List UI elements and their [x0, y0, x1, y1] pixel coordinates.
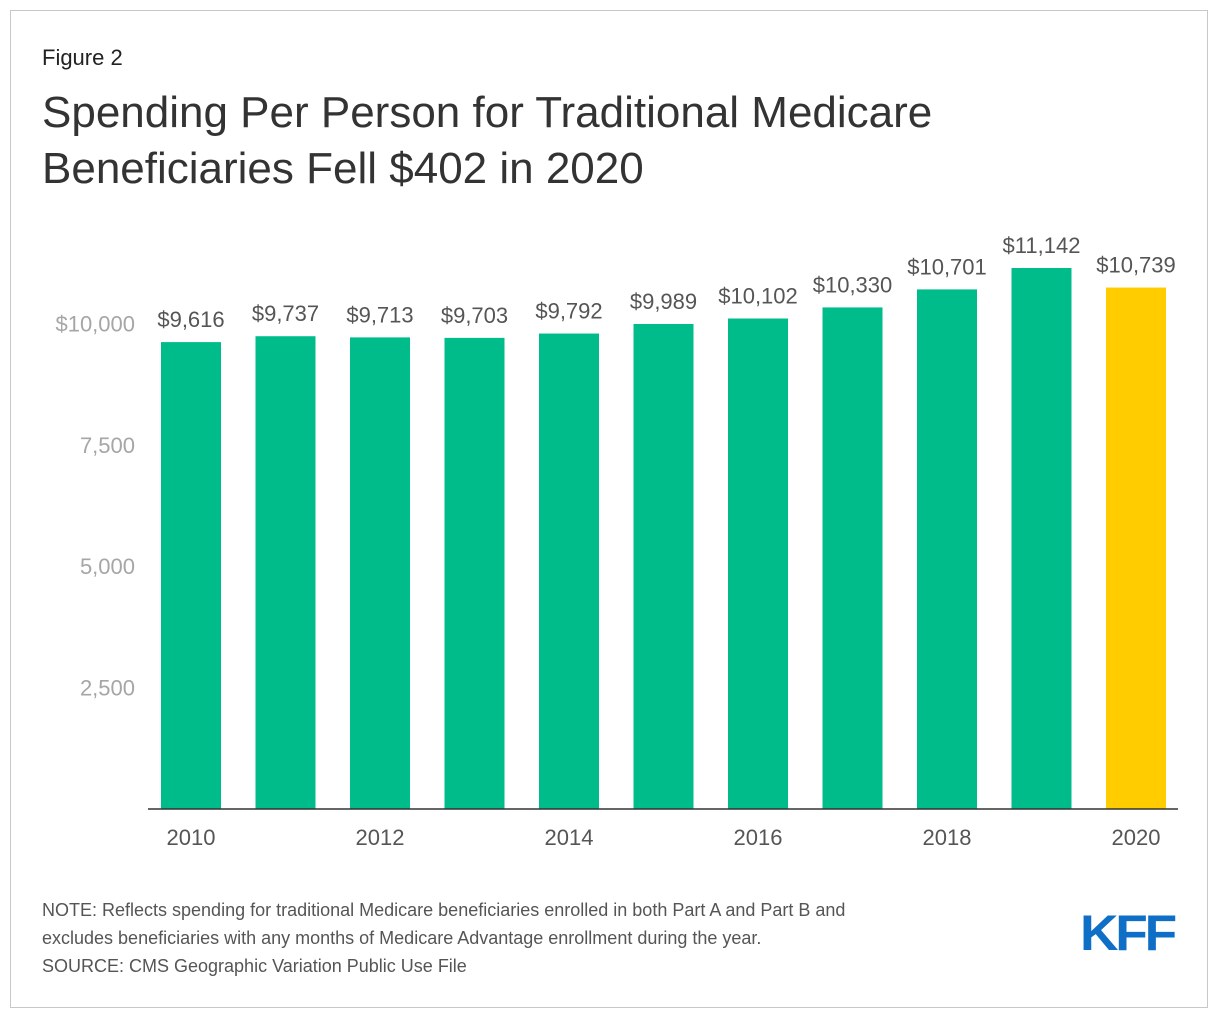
y-tick-label: 7,500 [80, 433, 135, 458]
note-line-1: NOTE: Reflects spending for traditional … [42, 900, 846, 920]
data-label: $9,737 [252, 301, 319, 326]
data-label: $10,102 [718, 283, 798, 308]
x-tick-label: 2018 [923, 825, 972, 850]
data-label: $10,330 [813, 272, 893, 297]
bar [539, 333, 599, 809]
source-line: SOURCE: CMS Geographic Variation Public … [42, 956, 467, 976]
y-tick-label: 5,000 [80, 554, 135, 579]
chart-title: Spending Per Person for Traditional Medi… [42, 85, 1142, 197]
chart-title-line-1: Spending Per Person for Traditional Medi… [42, 88, 933, 137]
bar [1106, 287, 1166, 810]
bar [1011, 268, 1072, 809]
bar [161, 342, 221, 809]
bar [633, 323, 694, 809]
data-label: $10,739 [1096, 253, 1176, 278]
chart-title-line-2: Beneficiaries Fell $402 in 2020 [42, 144, 644, 193]
bar [444, 337, 505, 809]
x-tick-label: 2010 [167, 825, 216, 850]
kff-logo: KFF [1080, 905, 1179, 961]
svg-text:KFF: KFF [1080, 908, 1176, 956]
y-tick-label: $10,000 [55, 311, 135, 336]
data-label: $9,616 [157, 307, 224, 332]
bar [728, 318, 788, 809]
chart-notes: NOTE: Reflects spending for traditional … [42, 896, 1042, 980]
bar-chart: 2,500 5,000 7,500 $10,000 $9,616 2010 $9,737 $9… [55, 233, 1178, 850]
y-tick-label: 2,500 [80, 676, 135, 701]
note-line-2: excludes beneficiaries with any months o… [42, 928, 762, 948]
data-label: $9,792 [535, 299, 602, 324]
data-label: $11,142 [1003, 233, 1081, 258]
data-label: $9,703 [441, 303, 508, 328]
bar [255, 336, 316, 809]
data-label: $9,989 [630, 289, 697, 314]
data-label: $10,701 [907, 254, 987, 279]
bar [350, 337, 410, 809]
figure-label: Figure 2 [42, 45, 123, 70]
x-tick-label: 2016 [734, 825, 783, 850]
x-tick-label: 2014 [545, 825, 594, 850]
bar [822, 307, 883, 809]
x-tick-label: 2012 [356, 825, 405, 850]
data-label: $9,713 [346, 302, 413, 327]
bar [917, 289, 977, 810]
x-tick-label: 2020 [1112, 825, 1161, 850]
